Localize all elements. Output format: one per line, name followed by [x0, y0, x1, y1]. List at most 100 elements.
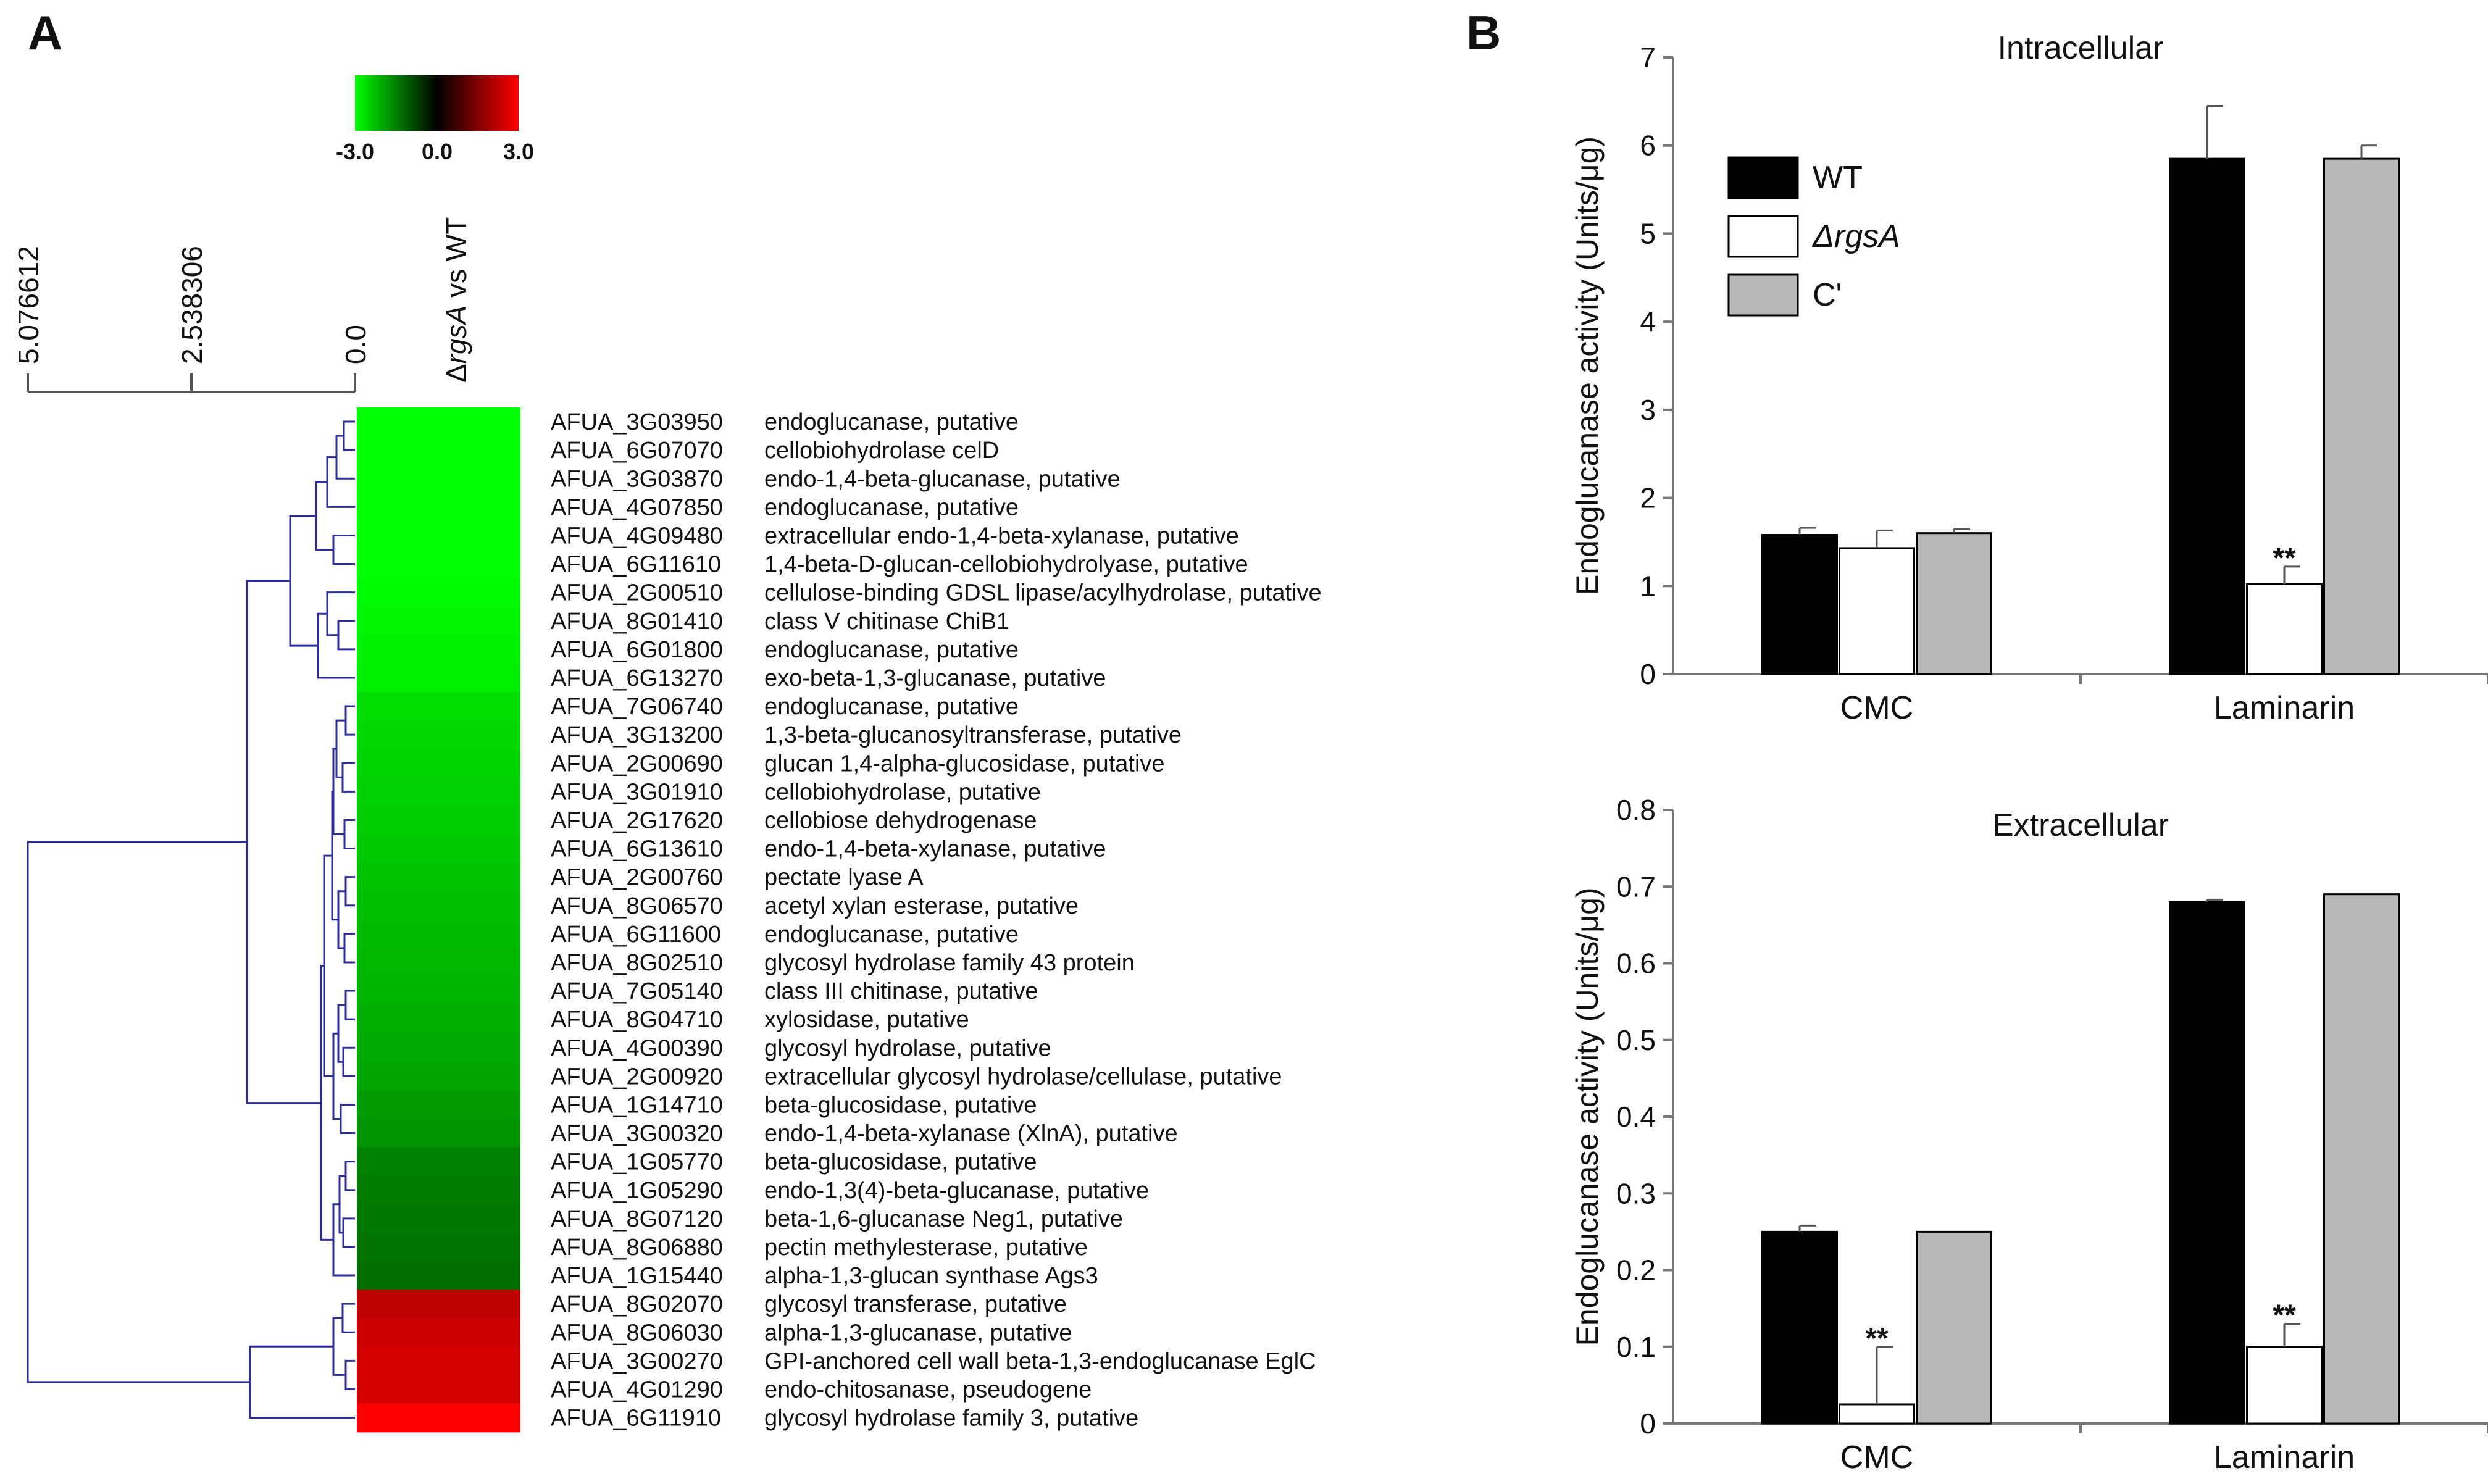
gene-description: endo-1,4-beta-xylanase, putative — [764, 836, 1106, 862]
heatmap-cell — [357, 1175, 520, 1205]
dendrogram-branch — [317, 612, 355, 679]
dendrogram-scale-label-0: 5.076612 — [12, 246, 44, 364]
significance-marker: ** — [2273, 1299, 2296, 1332]
gene-id: AFUA_6G11910 — [551, 1406, 721, 1432]
heatmap-cell — [357, 692, 520, 721]
column-label-delta: Δ — [440, 364, 472, 383]
bar — [2323, 157, 2400, 675]
dendrogram-branch — [335, 435, 355, 480]
dendrogram-branch — [344, 1359, 355, 1390]
heatmap-cell — [357, 862, 520, 892]
panel-label-a: A — [28, 6, 62, 60]
gene-id: AFUA_1G05290 — [551, 1178, 723, 1204]
gene-id: AFUA_3G01910 — [551, 779, 723, 805]
y-axis-label: Endoglucanase activity (Units/μg) — [1570, 887, 1605, 1346]
bar — [1839, 1403, 1915, 1425]
bar — [1916, 532, 1992, 675]
dendrogram-branch — [246, 580, 321, 1104]
gene-id: AFUA_6G11610 — [551, 552, 721, 578]
gene-description: endoglucanase, putative — [764, 637, 1019, 663]
gene-description: endo-chitosanase, pseudogene — [764, 1377, 1092, 1403]
gene-id: AFUA_7G06740 — [551, 694, 723, 720]
bar — [2323, 893, 2400, 1425]
heatmap-cell — [357, 1062, 520, 1091]
dendrogram-branch — [315, 481, 333, 551]
dendrogram-branch — [340, 1103, 355, 1135]
heatmap — [357, 407, 520, 1433]
gene-id: AFUA_3G00320 — [551, 1121, 723, 1147]
y-tick-label: 0.1 — [1616, 1331, 1656, 1363]
dendrogram-branch — [27, 841, 250, 1383]
bar — [2246, 583, 2323, 675]
heatmap-cell — [357, 407, 520, 436]
color-scale-max-label: 3.0 — [503, 139, 534, 164]
bar — [1761, 1230, 1838, 1425]
gene-description: alpha-1,3-glucanase, putative — [764, 1320, 1072, 1346]
gene-description: 1,4-beta-D-glucan-cellobiohydrolyase, pu… — [764, 552, 1248, 578]
gene-id: AFUA_8G02070 — [551, 1291, 723, 1317]
heatmap-cell — [357, 977, 520, 1006]
heatmap-cell — [357, 521, 520, 551]
gene-description: 1,3-beta-glucanosyltransferase, putative — [764, 722, 1182, 748]
gene-description: endoglucanase, putative — [764, 494, 1019, 520]
heatmap-cell — [357, 578, 520, 607]
heatmap-cell — [357, 1232, 520, 1262]
dendrogram-branch — [343, 420, 355, 451]
gene-description: endo-1,4-beta-xylanase (XlnA), putative — [764, 1121, 1178, 1147]
heatmap-cell — [357, 436, 520, 465]
dendrogram-branch — [332, 1032, 341, 1120]
gene-id: AFUA_6G07070 — [551, 438, 723, 464]
legend-swatch — [1727, 215, 1799, 258]
legend-label: C' — [1813, 277, 1842, 313]
y-tick-label: 1 — [1640, 570, 1656, 602]
gene-description: GPI-anchored cell wall beta-1,3-endogluc… — [764, 1348, 1316, 1374]
y-tick-label: 0.8 — [1616, 794, 1656, 826]
heatmap-cell — [357, 1204, 520, 1233]
gene-id: AFUA_2G00920 — [551, 1064, 723, 1090]
gene-id: AFUA_8G02510 — [551, 950, 723, 976]
gene-description: exo-beta-1,3-glucanase, putative — [764, 665, 1106, 691]
panel-label-b: B — [1466, 6, 1501, 60]
gene-id: AFUA_6G11600 — [551, 922, 721, 948]
dendrogram-branch — [343, 933, 355, 964]
gene-description: glucan 1,4-alpha-glucosidase, putative — [764, 751, 1165, 777]
gene-id: AFUA_8G06570 — [551, 893, 723, 919]
heatmap-cell — [357, 663, 520, 693]
category-label: Laminarin — [2214, 1440, 2355, 1475]
dendrogram-scale-label-2: 0.0 — [340, 325, 372, 364]
gene-description: glycosyl transferase, putative — [764, 1291, 1067, 1317]
gene-description: endo-1,3(4)-beta-glucanase, putative — [764, 1178, 1149, 1204]
gene-description: cellobiose dehydrogenase — [764, 807, 1037, 833]
y-tick-label: 5 — [1640, 217, 1656, 249]
category-label: CMC — [1840, 1440, 1913, 1475]
gene-description: beta-glucosidase, putative — [764, 1149, 1037, 1175]
gene-id: AFUA_1G05770 — [551, 1149, 723, 1175]
y-tick-label: 0 — [1640, 658, 1656, 690]
gene-labels: AFUA_3G03950 endoglucanase, putative AFUA_… — [551, 409, 1322, 1432]
gene-id: AFUA_3G03870 — [551, 466, 723, 492]
gene-id: AFUA_4G07850 — [551, 494, 723, 520]
gene-id: AFUA_2G17620 — [551, 807, 723, 833]
heatmap-cell — [357, 606, 520, 636]
y-tick-label: 6 — [1640, 130, 1656, 162]
dendrogram-branch — [332, 1317, 346, 1376]
gene-description: endoglucanase, putative — [764, 409, 1019, 435]
column-label-gene: rgsA — [440, 306, 472, 364]
dendrogram-branch — [341, 1303, 355, 1333]
y-tick-label: 0.2 — [1616, 1254, 1656, 1286]
bar — [1761, 534, 1838, 675]
y-tick-label: 0.6 — [1616, 948, 1656, 980]
gene-id: AFUA_2G00760 — [551, 865, 723, 891]
category-label: Laminarin — [2214, 690, 2355, 726]
gene-description: alpha-1,3-glucan synthase Ags3 — [764, 1263, 1098, 1289]
legend: WT ΔrgsA C' — [1727, 156, 1900, 317]
heatmap-cell — [357, 1318, 520, 1348]
y-tick-label: 2 — [1640, 482, 1656, 514]
chart-extracellular: 0 0.1 0.2 0.3 0.4 0.5 0.6 0.7 0.8 Extracellular En… — [1570, 794, 2488, 1475]
gene-description: extracellular glycosyl hydrolase/cellula… — [764, 1064, 1282, 1090]
gene-description: extracellular endo-1,4-beta-xylanase, pu… — [764, 523, 1239, 549]
gene-description: cellobiohydrolase celD — [764, 438, 999, 464]
gene-id: AFUA_4G00390 — [551, 1035, 723, 1061]
chart-title: Extracellular — [1992, 807, 2169, 843]
